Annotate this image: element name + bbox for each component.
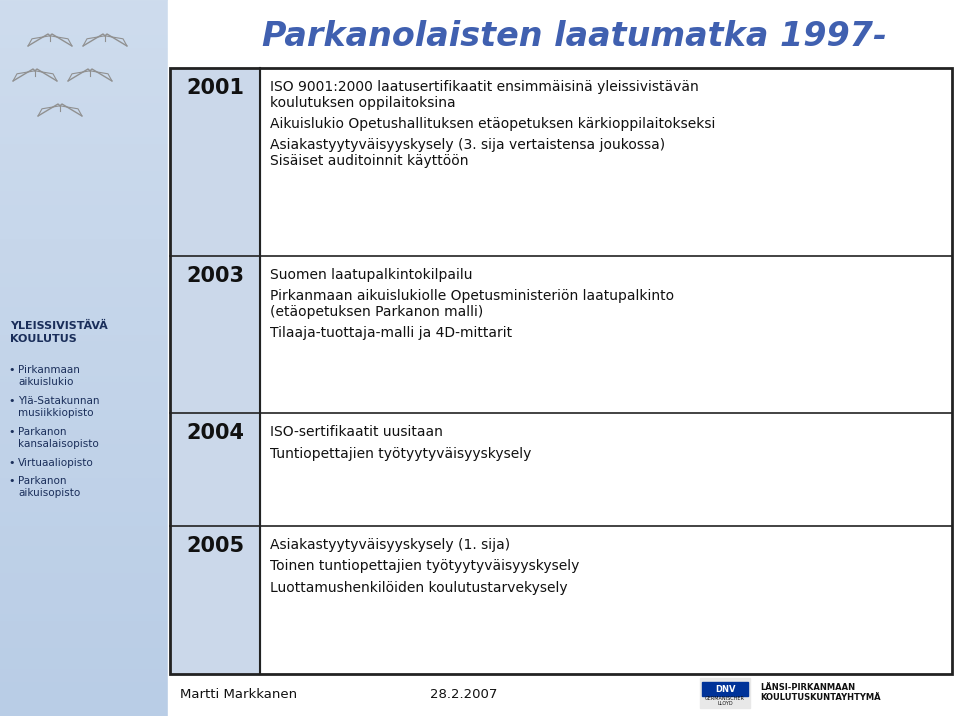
Text: Sisäiset auditoinnit käyttöön: Sisäiset auditoinnit käyttöön bbox=[270, 154, 468, 168]
Text: Parkanolaisten laatumatka 1997-: Parkanolaisten laatumatka 1997- bbox=[261, 20, 886, 53]
Text: Suomen laatupalkintokilpailu: Suomen laatupalkintokilpailu bbox=[270, 268, 472, 282]
Bar bbox=[168, 0, 960, 716]
Text: Aikuislukio Opetushallituksen etäopetuksen kärkioppilaitokseksi: Aikuislukio Opetushallituksen etäopetuks… bbox=[270, 117, 715, 131]
Text: •: • bbox=[8, 427, 14, 437]
Text: 28.2.2007: 28.2.2007 bbox=[430, 687, 497, 700]
Text: (etäopetuksen Parkanon malli): (etäopetuksen Parkanon malli) bbox=[270, 305, 483, 319]
Bar bbox=[700, 678, 750, 708]
Text: Tuntiopettajien työtyytyväisyyskysely: Tuntiopettajien työtyytyväisyyskysely bbox=[270, 447, 532, 461]
Bar bbox=[170, 256, 260, 413]
Text: Martti Markkanen: Martti Markkanen bbox=[180, 687, 298, 700]
Text: LÄNSI-PIRKANMAAN: LÄNSI-PIRKANMAAN bbox=[760, 684, 855, 692]
Text: Luottamushenkilöiden koulutustarvekysely: Luottamushenkilöiden koulutustarvekysely bbox=[270, 581, 567, 594]
Text: 2003: 2003 bbox=[186, 266, 244, 286]
Text: •: • bbox=[8, 476, 14, 486]
Text: Pirkanmaan
aikuislukio: Pirkanmaan aikuislukio bbox=[18, 365, 80, 387]
Text: Pirkanmaan aikuislukiolle Opetusministeriön laatupalkinto: Pirkanmaan aikuislukiolle Opetusminister… bbox=[270, 289, 674, 304]
Text: KOULUTUSKUNTAYHTYMÄ: KOULUTUSKUNTAYHTYMÄ bbox=[760, 694, 880, 702]
Text: Asiakastyytyväisyyskysely (3. sija vertaistensa joukossa): Asiakastyytyväisyyskysely (3. sija verta… bbox=[270, 138, 665, 153]
Text: ISO-sertifikaatit uusitaan: ISO-sertifikaatit uusitaan bbox=[270, 425, 443, 440]
Text: 2004: 2004 bbox=[186, 423, 244, 443]
Text: Virtuaaliopisto: Virtuaaliopisto bbox=[18, 458, 94, 468]
Bar bbox=[702, 682, 748, 696]
Text: koulutuksen oppilaitoksina: koulutuksen oppilaitoksina bbox=[270, 95, 456, 110]
Text: YLEISSIVISTÄVÄ
KOULUTUS: YLEISSIVISTÄVÄ KOULUTUS bbox=[10, 321, 108, 344]
Text: DNV: DNV bbox=[715, 684, 735, 694]
Text: •: • bbox=[8, 396, 14, 406]
Text: •: • bbox=[8, 458, 14, 468]
Text: Tilaaja-tuottaja-malli ja 4D-mittarit: Tilaaja-tuottaja-malli ja 4D-mittarit bbox=[270, 326, 512, 340]
Text: Asiakastyytyväisyyskysely (1. sija): Asiakastyytyväisyyskysely (1. sija) bbox=[270, 538, 510, 551]
Text: Ylä-Satakunnan
musiikkiopisto: Ylä-Satakunnan musiikkiopisto bbox=[18, 396, 100, 418]
Text: GERMANISCHER
LLOYD: GERMANISCHER LLOYD bbox=[705, 696, 745, 707]
Bar bbox=[170, 68, 260, 256]
Text: •: • bbox=[8, 365, 14, 375]
Text: Parkanon
aikuisopisto: Parkanon aikuisopisto bbox=[18, 476, 81, 498]
Text: Toinen tuntiopettajien työtyytyväisyyskysely: Toinen tuntiopettajien työtyytyväisyysky… bbox=[270, 559, 580, 573]
Text: Parkanon
kansalaisopisto: Parkanon kansalaisopisto bbox=[18, 427, 99, 449]
Text: ISO 9001:2000 laatusertifikaatit ensimmäisinä yleissivistävän: ISO 9001:2000 laatusertifikaatit ensimmä… bbox=[270, 80, 699, 94]
Text: 2005: 2005 bbox=[186, 536, 244, 556]
Bar bbox=[170, 413, 260, 526]
Bar bbox=[170, 68, 952, 674]
Text: 2001: 2001 bbox=[186, 78, 244, 98]
Bar bbox=[170, 526, 260, 674]
